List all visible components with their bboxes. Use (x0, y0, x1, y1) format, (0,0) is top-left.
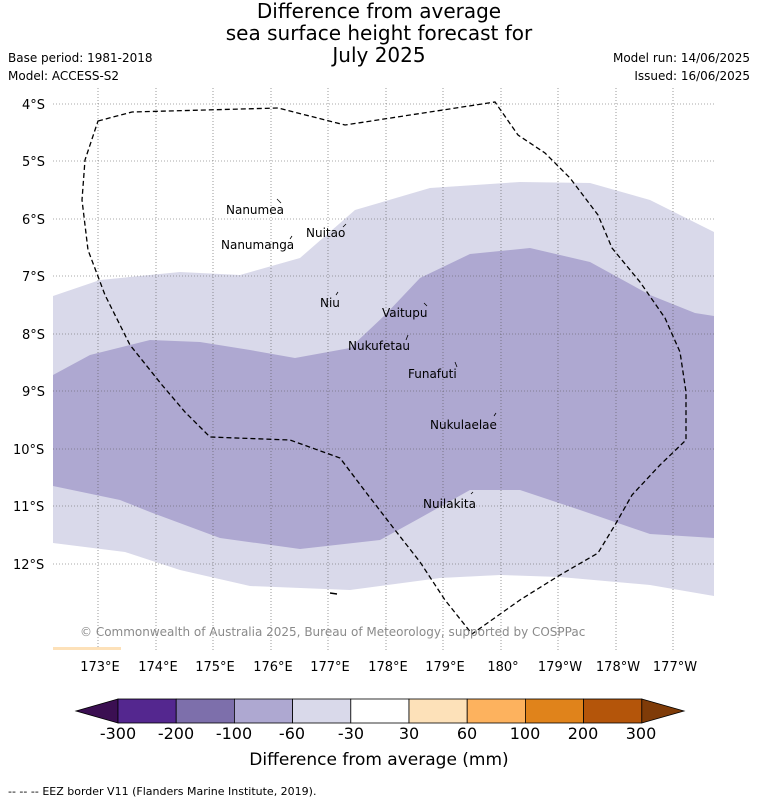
island-marker-nuilakita (470, 491, 474, 495)
lat-label-6s: 6°S (22, 213, 45, 228)
island-label-nuitao: Nuitao (306, 226, 345, 240)
island-marker-niu (335, 291, 339, 296)
colorbar-extend-low (74, 698, 119, 724)
lon-label-176e: 176°E (253, 660, 293, 675)
copyright-text: © Commonwealth of Australia 2025, Bureau… (80, 625, 585, 639)
colorbar-segment (292, 698, 352, 724)
colorbar-segment (175, 698, 235, 724)
island-marker-vaitupu (423, 302, 428, 307)
lat-label-12s: 12°S (13, 558, 44, 573)
model-name: Model: ACCESS-S2 (8, 69, 120, 83)
colorbar-label: -300 (99, 724, 137, 743)
colorbar-segment (117, 698, 177, 724)
issued-date: Issued: 16/06/2025 (634, 69, 750, 83)
island-label-funafuti: Funafuti (408, 367, 457, 381)
lat-label-5s: 5°S (22, 155, 45, 170)
colorbar-segment (525, 698, 585, 724)
island-marker-funafuti (454, 361, 458, 368)
eez-legend: -- -- -- EEZ border V11 (Flanders Marine… (8, 785, 316, 798)
lon-label-178e: 178°E (368, 660, 408, 675)
map-title: Difference from average sea surface heig… (0, 0, 758, 66)
island-label-nanumanga: Nanumanga (221, 238, 294, 252)
lon-label-179w: 179°W (538, 660, 582, 675)
colorbar-label: -60 (278, 724, 306, 743)
model-run: Model run: 14/06/2025 (612, 51, 750, 65)
anomaly-field (53, 182, 714, 596)
island-label-nanumea: Nanumea (226, 203, 284, 217)
island-label-niu: Niu (320, 296, 340, 310)
lon-label-178w: 178°W (596, 660, 640, 675)
island-label-vaitupu: Vaitupu (382, 306, 428, 320)
eez-border (81, 101, 687, 635)
base-info: Base period: 1981-2018 Model: ACCESS-S2 (8, 49, 153, 85)
island-label-nukulaelae: Nukulaelae (430, 418, 497, 432)
colorbar-segment (408, 698, 468, 724)
lon-label-175e: 175°E (195, 660, 235, 675)
lat-label-8s: 8°S (22, 328, 45, 343)
colorbar-label: 30 (398, 724, 420, 743)
lon-label-173e: 173°E (80, 660, 120, 675)
colorbar-label: 100 (509, 724, 541, 743)
island-marker-nuitao (342, 223, 347, 228)
eez-legend-symbol: -- -- -- (8, 785, 39, 798)
island-markers (276, 198, 497, 595)
title-line-3: July 2025 (332, 43, 426, 67)
colorbar-segment (233, 698, 293, 724)
lon-label-177w: 177°W (653, 660, 697, 675)
lon-label-179e: 179°E (425, 660, 465, 675)
positive-anomaly-patch (53, 647, 121, 650)
lat-label-4s: 4°S (22, 98, 45, 113)
colorbar-label: 300 (625, 724, 657, 743)
lon-label-174e: 174°E (138, 660, 178, 675)
island-marker-south (329, 592, 338, 595)
island-marker-nanumanga (289, 235, 293, 240)
lat-label-10s: 10°S (13, 443, 44, 458)
lon-label-177e: 177°E (310, 660, 350, 675)
colorbar-segment (583, 698, 643, 724)
base-period: Base period: 1981-2018 (8, 51, 153, 65)
island-marker-nukulaelae (493, 412, 497, 417)
title-line-2: sea surface height forecast for (225, 21, 533, 45)
title-line-1: Difference from average (256, 0, 502, 23)
lon-label-180: 180° (487, 660, 518, 675)
colorbar (74, 698, 686, 724)
colorbar-label: 60 (456, 724, 478, 743)
lat-label-11s: 11°S (13, 500, 44, 515)
colorbar-label: -30 (337, 724, 365, 743)
colorbar-label: 200 (567, 724, 599, 743)
colorbar-label: -100 (215, 724, 253, 743)
run-info: Model run: 14/06/2025 Issued: 16/06/2025 (613, 49, 750, 85)
lat-label-9s: 9°S (22, 385, 45, 400)
colorbar-extend-high (641, 698, 686, 724)
graticule (53, 88, 714, 650)
anomaly-band-mid (53, 248, 714, 549)
colorbar-label: -200 (157, 724, 195, 743)
colorbar-segment (350, 698, 410, 724)
island-marker-nukufetau (405, 334, 409, 341)
island-marker-nanumea (276, 198, 282, 204)
eez-legend-text: EEZ border V11 (Flanders Marine Institut… (42, 785, 317, 798)
island-label-nukufetau: Nukufetau (348, 339, 410, 353)
colorbar-segment (466, 698, 526, 724)
lat-label-7s: 7°S (22, 270, 45, 285)
island-label-nuilakita: Nuilakita (423, 497, 476, 511)
colorbar-title: Difference from average (mm) (249, 750, 509, 770)
